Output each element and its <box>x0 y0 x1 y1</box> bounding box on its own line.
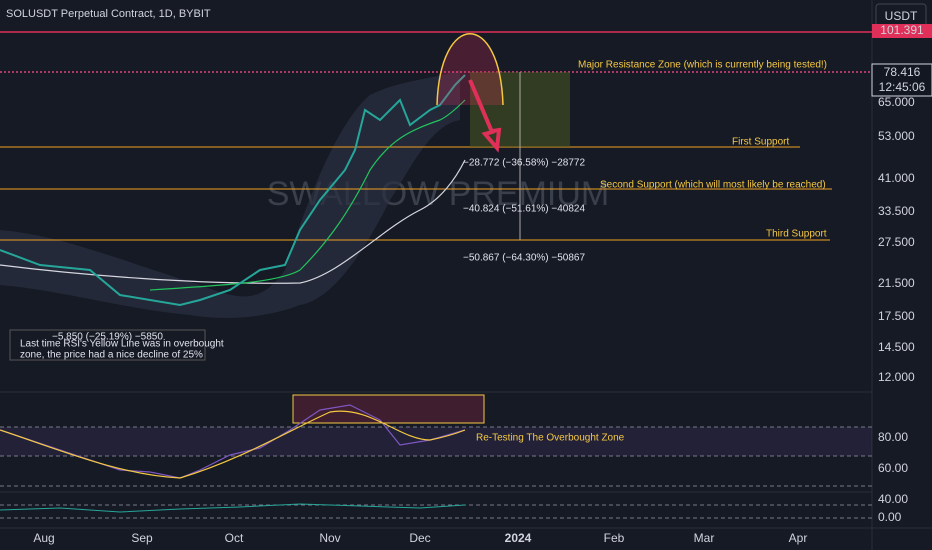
countdown: 12:45:06 <box>879 80 926 94</box>
resistance-price: 101.391 <box>880 23 924 37</box>
rsi-band <box>0 427 872 456</box>
price-tag <box>872 24 932 38</box>
time-axis-label: Sep <box>131 531 153 545</box>
price-axis-label: 12.000 <box>878 370 915 384</box>
measure-label: −40.824 (−51.61%) −40824 <box>463 204 585 215</box>
price-axis-label: 27.500 <box>878 235 915 249</box>
annotation: Third Support <box>766 229 827 240</box>
rsi-axis-label: 80.00 <box>878 430 908 444</box>
measure-label: −50.867 (−64.30%) −50867 <box>463 253 585 264</box>
annotation: Major Resistance Zone (which is currentl… <box>578 60 827 71</box>
note: zone, the price had a nice decline of 25… <box>20 350 203 361</box>
price-axis-label: 17.500 <box>878 309 915 323</box>
axes: 65.000 53.000 41.000 33.500 27.500 21.500 17.5… <box>33 95 915 545</box>
time-axis-label: Apr <box>789 531 808 545</box>
annotation: Re-Testing The Overbought Zone <box>476 433 625 444</box>
rsi-ma <box>0 410 466 479</box>
price-line <box>0 74 466 307</box>
osc-line <box>0 503 466 513</box>
time-axis-label: Mar <box>694 531 715 545</box>
time-axis-label: Feb <box>604 531 625 545</box>
chart-title: SOLUSDT Perpetual Contract, 1D, BYBIT <box>6 8 211 20</box>
measure-label: −5.850 (−25.19%) −5850 <box>52 332 163 343</box>
time-axis-label: Dec <box>409 531 430 545</box>
down-arrow <box>468 79 502 153</box>
top-arc <box>436 33 504 106</box>
price-axis-label: 33.500 <box>878 204 915 218</box>
last-price: 78.416 <box>884 65 921 79</box>
price-axis-label: 21.500 <box>878 276 915 290</box>
price-axis-label: 65.000 <box>878 95 915 109</box>
annotation: First Support <box>732 137 789 148</box>
ma-line <box>149 99 466 291</box>
measure-label: −28.772 (−36.58%) −28772 <box>463 158 585 169</box>
price-tag <box>871 63 932 97</box>
price-axis-label: 14.500 <box>878 340 915 354</box>
currency[interactable]: USDT <box>885 9 918 23</box>
rsi-axis-label: 40.00 <box>878 492 908 506</box>
time-axis-label: Nov <box>319 531 340 545</box>
ma-line <box>0 159 466 284</box>
overbought-box <box>292 394 485 424</box>
price-axis-label: 53.000 <box>878 129 915 143</box>
time-axis-label: Aug <box>33 531 54 545</box>
annotation: Second Support (which will most likely b… <box>600 180 826 191</box>
note-box <box>9 329 206 361</box>
time-axis-label: 2024 <box>505 531 532 545</box>
time-axis-label: Oct <box>225 531 244 545</box>
rsi-axis-label: 60.00 <box>878 461 908 475</box>
price-axis-label: 41.000 <box>878 171 915 185</box>
bollinger-band <box>0 70 460 318</box>
lower-axis-label: 0.00 <box>878 510 902 524</box>
note: Last time RSI's Yellow Line was in overb… <box>20 339 224 350</box>
